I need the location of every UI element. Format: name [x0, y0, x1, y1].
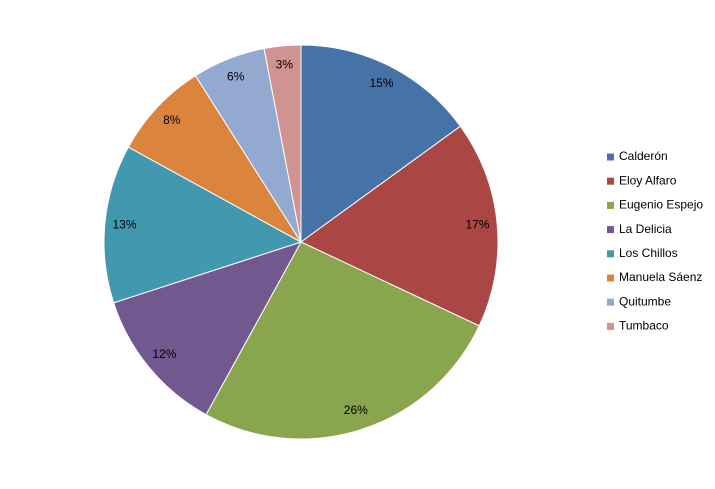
legend-label: La Delicia [619, 222, 672, 236]
legend-label: Los Chillos [619, 246, 678, 260]
legend-swatch [607, 250, 614, 258]
pie-slice [300, 125, 499, 327]
legend-label: Manuela Sáenz [619, 270, 702, 284]
data-label: 17% [465, 217, 489, 231]
legend-label: Eugenio Espejo [619, 198, 703, 212]
pie-slice [127, 74, 302, 243]
legend-swatch [607, 177, 614, 185]
data-label: 12% [152, 347, 176, 361]
data-label: 26% [344, 403, 368, 417]
legend-swatch [607, 226, 614, 234]
legend-swatch [607, 274, 614, 282]
legend-label: Calderón [619, 149, 668, 163]
data-label: 3% [276, 58, 294, 72]
pie-slice [263, 44, 302, 243]
pie-slice [103, 146, 303, 304]
pie-slice [113, 241, 303, 416]
legend-swatch [607, 298, 614, 306]
legend-swatch [607, 322, 614, 330]
data-label: 13% [112, 217, 136, 231]
legend-swatch [607, 201, 614, 209]
legend-swatch [607, 153, 614, 161]
data-label: 15% [369, 76, 393, 90]
data-label: 6% [227, 69, 245, 83]
legend-label: Tumbaco [619, 319, 669, 333]
data-label: 8% [163, 113, 181, 127]
legend-label: Quitumbe [619, 294, 671, 308]
legend-label: Eloy Alfaro [619, 173, 677, 187]
pie-slice [300, 44, 462, 243]
